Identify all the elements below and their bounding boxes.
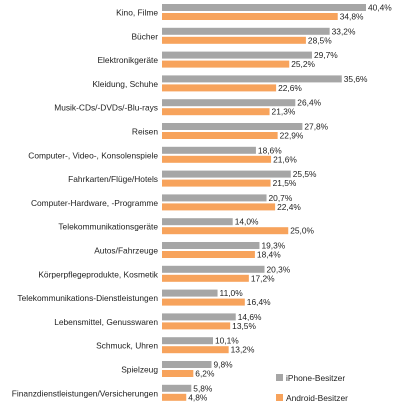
android-bar: [162, 393, 187, 401]
category-label: Spielzeug: [121, 365, 158, 375]
category-label: Bücher: [131, 31, 158, 41]
iphone-value-label: 5,8%: [193, 383, 213, 393]
android-value-label: 17,2%: [251, 273, 275, 283]
android-bar: [162, 203, 276, 211]
iphone-bar: [162, 361, 212, 368]
category-label: Telekommunikationsgeräte: [58, 222, 158, 232]
iphone-value-label: 35,6%: [344, 74, 368, 84]
android-bar: [162, 132, 278, 139]
iphone-value-label: 27,8%: [304, 122, 328, 132]
android-value-label: 13,5%: [232, 321, 256, 331]
android-bar: [162, 346, 229, 354]
android-value-label: 21,6%: [273, 154, 297, 164]
iphone-bar: [162, 265, 265, 273]
android-bar: [162, 13, 338, 20]
category-label: Autos/Fahrzeuge: [94, 246, 158, 256]
category-label: Fahrkarten/Flüge/Hotels: [68, 174, 158, 184]
iphone-value-label: 20,7%: [269, 193, 293, 203]
android-value-label: 21,3%: [272, 107, 296, 117]
iphone-bar: [162, 242, 260, 249]
android-bar: [162, 60, 290, 68]
iphone-value-label: 10,1%: [215, 336, 239, 346]
category-label: Lebensmittel, Genusswaren: [54, 317, 158, 327]
iphone-bar: [162, 146, 256, 154]
category-label: Kino, Filme: [116, 8, 158, 18]
android-bar: [162, 227, 289, 235]
iphone-value-label: 40,4%: [368, 3, 392, 13]
iphone-bar: [162, 194, 267, 202]
category-label: Schmuck, Uhren: [96, 341, 158, 351]
iphone-bar: [162, 75, 342, 83]
android-bar: [162, 155, 272, 163]
iphone-bar: [162, 170, 291, 178]
iphone-value-label: 11,0%: [220, 288, 244, 298]
iphone-value-label: 9,8%: [213, 360, 233, 370]
iphone-bar: [162, 313, 236, 321]
android-value-label: 22,4%: [277, 202, 301, 212]
category-label: Reisen: [132, 127, 158, 137]
android-value-label: 34,8%: [340, 12, 364, 22]
legend-swatch-iphone: [276, 374, 283, 381]
iphone-bar: [162, 337, 213, 345]
category-label: Kleidung, Schuhe: [92, 79, 158, 89]
android-bar: [162, 298, 245, 306]
iphone-bar: [162, 51, 312, 59]
category-label: Computer-, Video-, Konsolenspiele: [28, 150, 158, 160]
iphone-value-label: 14,6%: [238, 312, 262, 322]
iphone-value-label: 29,7%: [314, 50, 338, 60]
android-bar: [162, 322, 231, 330]
android-value-label: 16,4%: [247, 297, 271, 307]
iphone-bar: [162, 289, 218, 297]
android-bar: [162, 274, 249, 282]
category-label: Telekommunikations-Dienstleistungen: [17, 293, 158, 303]
category-label: Finanzdienstleistungen/Versicherungen: [12, 388, 159, 398]
android-value-label: 22,6%: [278, 83, 302, 93]
android-value-label: 22,9%: [280, 131, 304, 141]
iphone-value-label: 19,3%: [261, 241, 285, 251]
android-bar: [162, 108, 270, 116]
iphone-value-label: 20,3%: [267, 264, 291, 274]
android-value-label: 6,2%: [195, 369, 215, 379]
android-bar: [162, 251, 255, 258]
iphone-value-label: 26,4%: [297, 98, 321, 108]
android-value-label: 25,2%: [291, 59, 315, 69]
legend-swatch-android: [276, 394, 283, 401]
legend-label-iphone: iPhone-Besitzer: [286, 373, 345, 383]
iphone-value-label: 33,2%: [332, 26, 356, 36]
android-bar: [162, 84, 277, 92]
bars-group: Kino, Filme 40,4% 34,8% Bücher 33,2%28,5% Ele…: [12, 3, 393, 403]
android-value-label: 25,0%: [290, 226, 314, 236]
legend: iPhone-Besitzer Android-Besitzer: [276, 373, 348, 403]
android-bar: [162, 370, 194, 377]
android-value-label: 18,4%: [257, 250, 281, 260]
iphone-bar: [162, 218, 233, 226]
category-label: Elektronikgeräte: [97, 55, 158, 65]
iphone-value-label: 25,5%: [293, 169, 317, 179]
iphone-bar: [162, 123, 303, 130]
android-bar: [162, 36, 306, 44]
iphone-bar: [162, 4, 366, 11]
iphone-value-label: 14,0%: [235, 217, 259, 227]
android-value-label: 13,2%: [231, 345, 255, 355]
iphone-value-label: 18,6%: [258, 145, 282, 155]
android-value-label: 21,5%: [273, 178, 297, 188]
category-label: Computer-Hardware, -Programme: [31, 198, 158, 208]
android-bar: [162, 179, 271, 187]
android-value-label: 28,5%: [308, 35, 332, 45]
legend-label-android: Android-Besitzer: [286, 393, 348, 403]
category-label: Musik-CDs/-DVDs/-Blu-rays: [54, 103, 158, 113]
android-value-label: 4,8%: [188, 392, 208, 402]
category-label: Körperpflegeprodukte, Kosmetik: [38, 269, 158, 279]
iphone-bar: [162, 27, 330, 35]
iphone-bar: [162, 384, 192, 392]
iphone-bar: [162, 99, 296, 107]
